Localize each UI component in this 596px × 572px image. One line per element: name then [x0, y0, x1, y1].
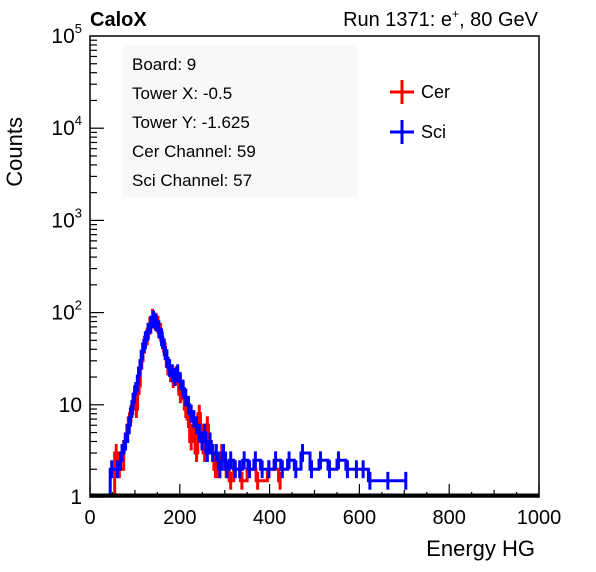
- y-tick-label: 103: [51, 205, 82, 232]
- info-line-tower-y: Tower Y: -1.625: [132, 113, 250, 132]
- legend-cer-label: Cer: [421, 82, 450, 102]
- y-tick-label: 10: [59, 394, 82, 417]
- y-tick-label: 105: [51, 21, 82, 48]
- y-axis-label: Counts: [2, 117, 27, 187]
- x-axis-label: Energy HG: [426, 536, 535, 561]
- info-line-board: Board: 9: [132, 55, 196, 74]
- x-axis: 0 200 400 600 800 1000: [84, 484, 561, 529]
- legend-item-cer: Cer: [390, 80, 450, 104]
- series-sci-line: [108, 318, 406, 497]
- header-right-label: Run 1371: e+, 80 GeV: [343, 7, 539, 31]
- plot-area: [90, 308, 539, 497]
- legend-sci-label: Sci: [421, 122, 446, 142]
- x-tick-label: 600: [343, 507, 376, 529]
- info-line-tower-x: Tower X: -0.5: [132, 84, 232, 103]
- x-tick-label: 800: [433, 507, 466, 529]
- y-axis: 1 10 102 103 104 105: [51, 21, 104, 509]
- series-layer: [108, 308, 408, 497]
- x-tick-label: 0: [84, 507, 95, 529]
- info-box-background: [122, 45, 357, 197]
- x-tick-label: 200: [163, 507, 196, 529]
- x-tick-label: 1000: [517, 507, 562, 529]
- info-box: Board: 9 Tower X: -0.5 Tower Y: -1.625 C…: [122, 45, 357, 197]
- legend: Cer Sci: [390, 80, 450, 144]
- legend-item-sci: Sci: [390, 120, 446, 144]
- y-tick-label: 102: [51, 298, 82, 325]
- x-tick-label: 400: [253, 507, 286, 529]
- header-left-label: CaloX: [90, 9, 147, 31]
- y-tick-label: 104: [51, 113, 82, 140]
- info-line-cer-channel: Cer Channel: 59: [132, 142, 256, 161]
- info-line-sci-channel: Sci Channel: 57: [132, 171, 252, 190]
- y-tick-label: 1: [70, 486, 82, 509]
